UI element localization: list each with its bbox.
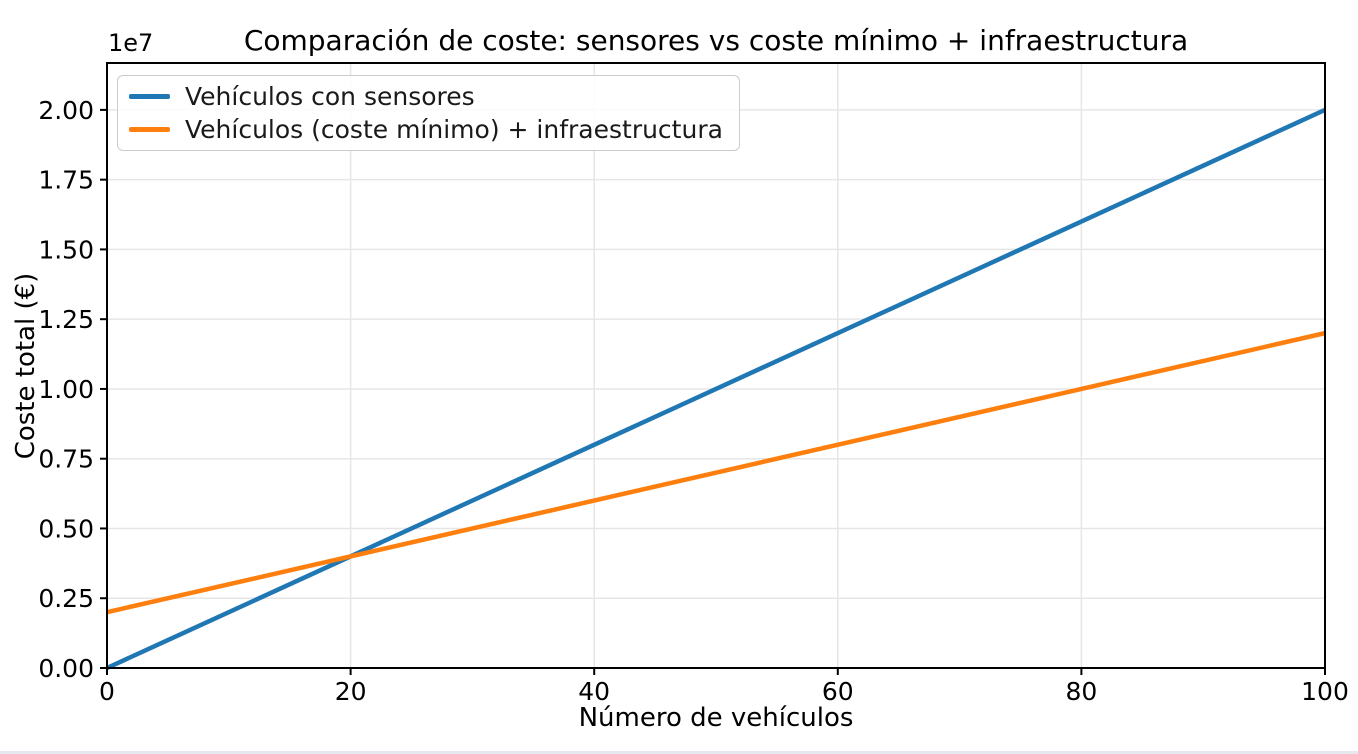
svg-text:1.75: 1.75: [38, 166, 94, 195]
svg-text:20: 20: [335, 677, 367, 706]
svg-text:1.25: 1.25: [38, 305, 94, 334]
legend-entry: Vehículos con sensores: [129, 81, 723, 112]
legend-line-sample-infraestructura: [129, 127, 170, 132]
y-axis-label: Coste total (€): [11, 272, 41, 460]
legend: Vehículos con sensores Vehículos (coste …: [117, 75, 740, 151]
legend-entry: Vehículos (coste mínimo) + infraestructu…: [129, 114, 723, 145]
legend-label-infraestructura: Vehículos (coste mínimo) + infraestructu…: [185, 115, 723, 144]
svg-text:0: 0: [99, 677, 115, 706]
x-axis-label: Número de vehículos: [578, 703, 854, 733]
svg-text:1.50: 1.50: [38, 235, 94, 264]
svg-text:60: 60: [822, 677, 854, 706]
legend-label-sensores: Vehículos con sensores: [185, 82, 475, 111]
window-bottom-edge: [0, 751, 1358, 754]
svg-text:2.00: 2.00: [38, 96, 94, 125]
legend-line-sample-sensores: [129, 94, 170, 99]
svg-text:0.00: 0.00: [38, 654, 94, 683]
y-axis-offset-label: 1e7: [108, 29, 154, 57]
svg-text:80: 80: [1065, 677, 1097, 706]
svg-text:40: 40: [578, 677, 610, 706]
svg-text:1.00: 1.00: [38, 375, 94, 404]
svg-text:100: 100: [1301, 677, 1349, 706]
chart-title: Comparación de coste: sensores vs coste …: [243, 24, 1189, 57]
svg-text:0.50: 0.50: [38, 514, 94, 543]
svg-text:0.25: 0.25: [38, 584, 94, 613]
svg-text:0.75: 0.75: [38, 445, 94, 474]
